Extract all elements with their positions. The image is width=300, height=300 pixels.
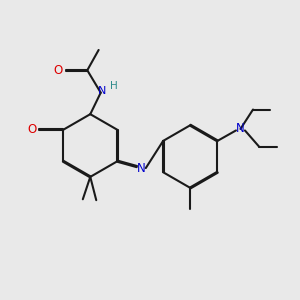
- Text: N: N: [137, 162, 146, 175]
- Text: O: O: [53, 64, 63, 77]
- Text: N: N: [236, 122, 245, 135]
- Text: N: N: [98, 86, 107, 96]
- Text: O: O: [27, 123, 36, 136]
- Text: H: H: [110, 81, 117, 91]
